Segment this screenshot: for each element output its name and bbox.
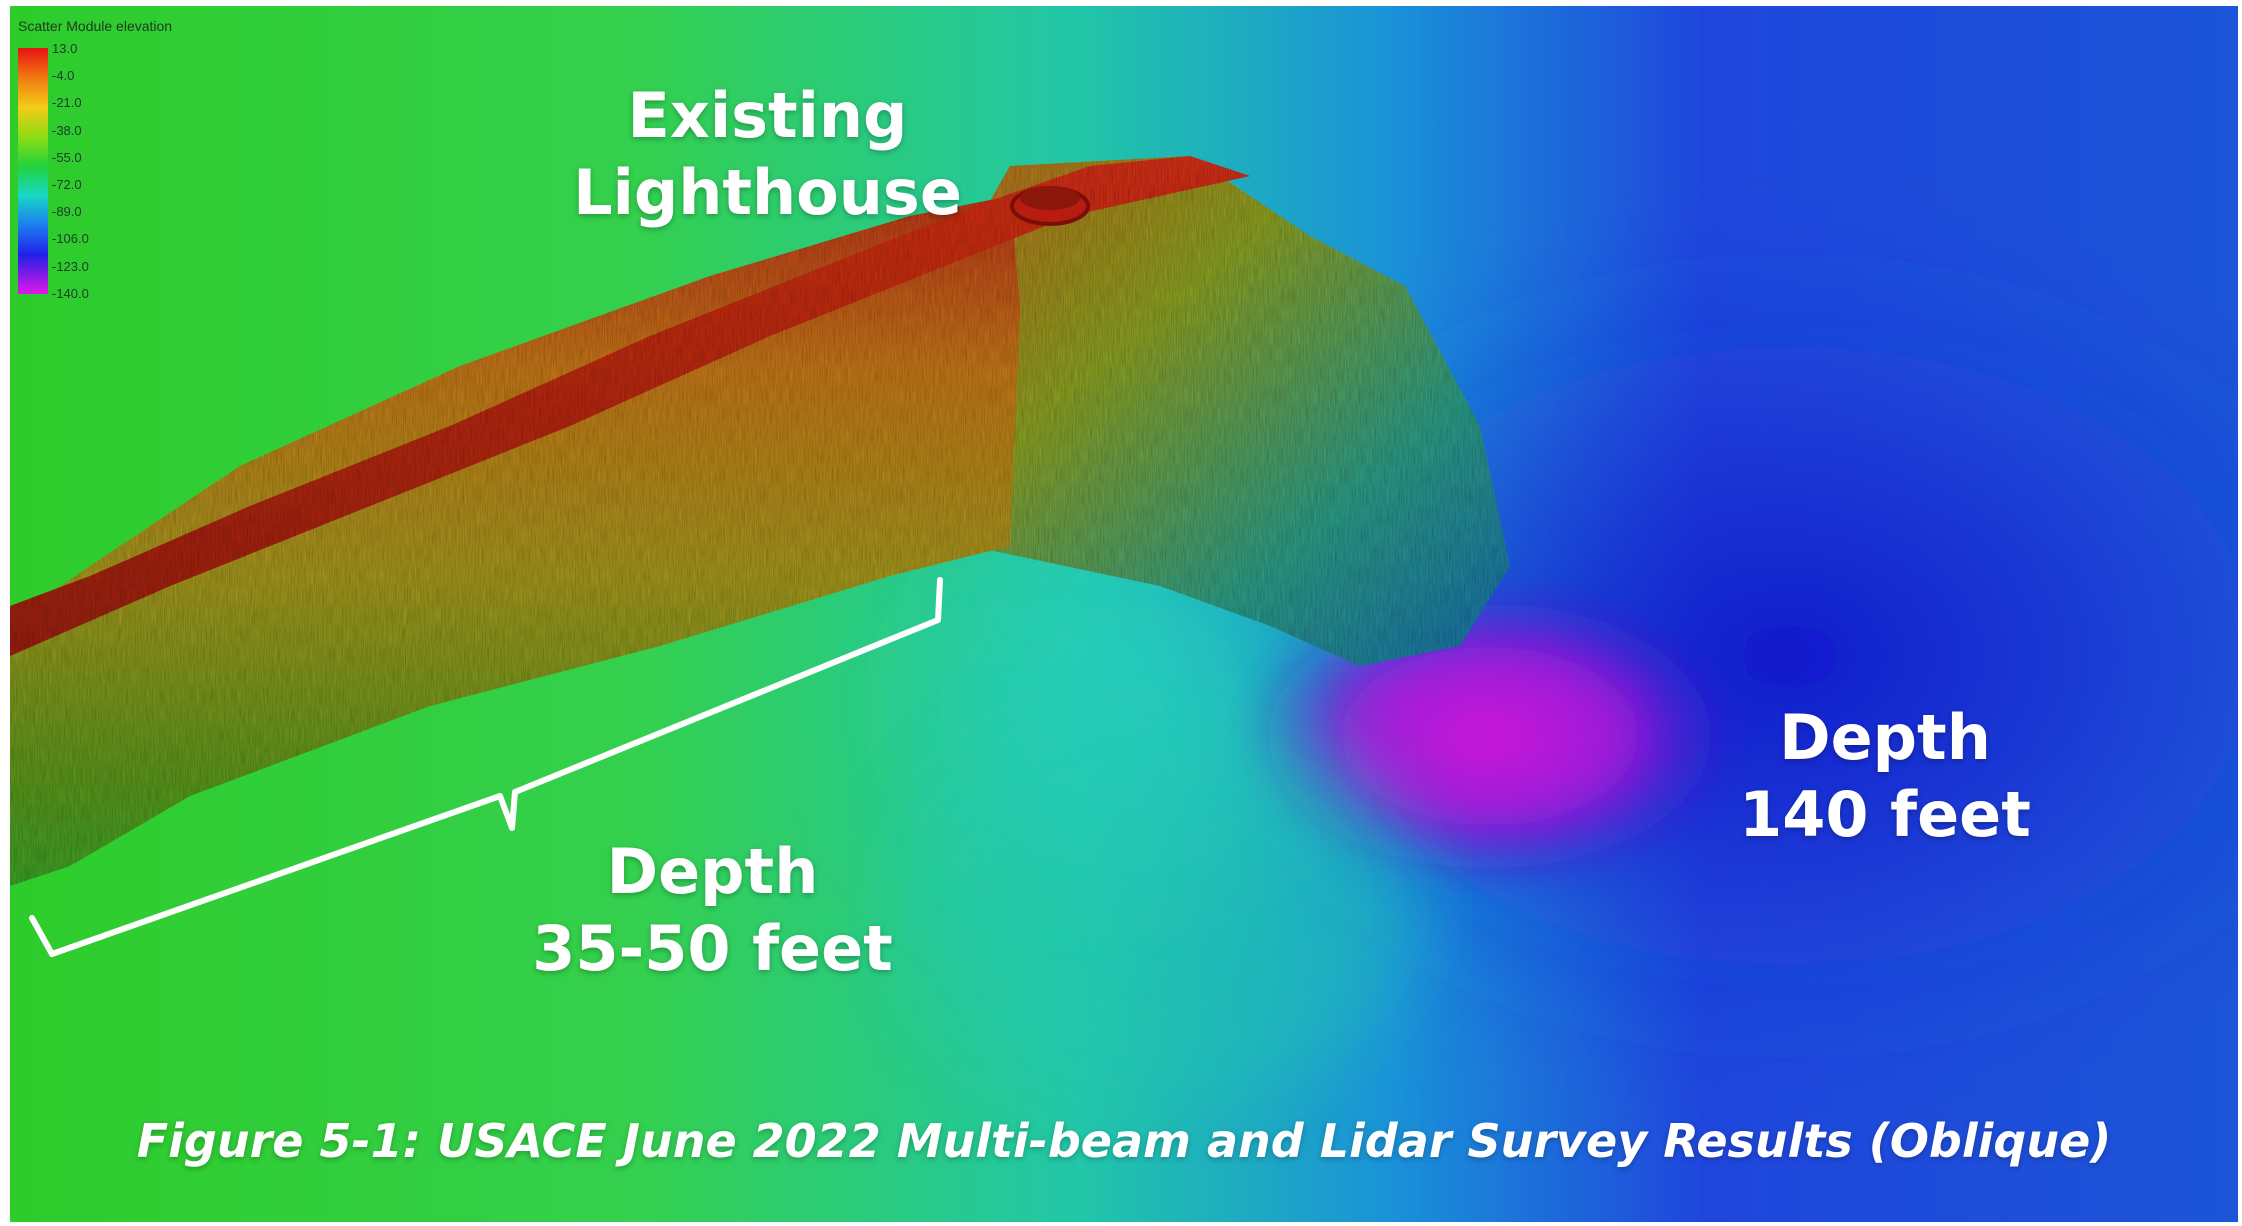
breakwater-arm bbox=[10, 196, 1020, 886]
bathymetry-render bbox=[10, 6, 2238, 1222]
legend-tick: -21.0 bbox=[52, 95, 82, 111]
legend-title: Scatter Module elevation bbox=[18, 18, 173, 34]
shallow-depth-label-line1: Depth bbox=[606, 835, 819, 908]
legend-ticks: 13.0 -4.0 -21.0 -38.0 -55.0 -72.0 -89.0 … bbox=[52, 41, 89, 314]
shallow-cyan-patch bbox=[900, 706, 1420, 1106]
legend-tick: -72.0 bbox=[52, 176, 82, 192]
elevation-legend: Scatter Module elevation 13.0 -4.0 -21.0… bbox=[18, 18, 238, 308]
breakwater-head bbox=[930, 156, 1510, 666]
lighthouse-top bbox=[1020, 186, 1080, 210]
bathymetry-image: Scatter Module elevation 13.0 -4.0 -21.0… bbox=[10, 6, 2238, 1222]
legend-tick: -140.0 bbox=[52, 285, 89, 301]
deep-depth-label-line2: 140 feet bbox=[1739, 777, 2031, 851]
legend-tick: -89.0 bbox=[52, 204, 82, 220]
deep-depth-label-line1: Depth bbox=[1779, 701, 1991, 774]
legend-tick: -4.0 bbox=[52, 68, 75, 84]
lighthouse-label-line1: Existing bbox=[627, 79, 908, 152]
legend-tick: -123.0 bbox=[52, 258, 89, 274]
lighthouse-label: Existing Lighthouse bbox=[570, 78, 965, 232]
depth-bracket bbox=[29, 577, 943, 957]
shallow-depth-label: Depth 35-50 feet bbox=[530, 834, 895, 988]
deep-depth-label: Depth 140 feet bbox=[1725, 700, 2045, 854]
legend-tick: 13.0 bbox=[52, 41, 78, 56]
legend-tick: -55.0 bbox=[52, 149, 82, 165]
legend-tick: -38.0 bbox=[52, 122, 82, 138]
lighthouse-label-line2: Lighthouse bbox=[573, 155, 962, 229]
figure-caption: Figure 5-1: USACE June 2022 Multi-beam a… bbox=[136, 1114, 2112, 1168]
legend-color-bar bbox=[18, 48, 48, 294]
legend-tick: -106.0 bbox=[52, 231, 89, 247]
shallow-depth-label-line2: 35-50 feet bbox=[532, 911, 893, 985]
